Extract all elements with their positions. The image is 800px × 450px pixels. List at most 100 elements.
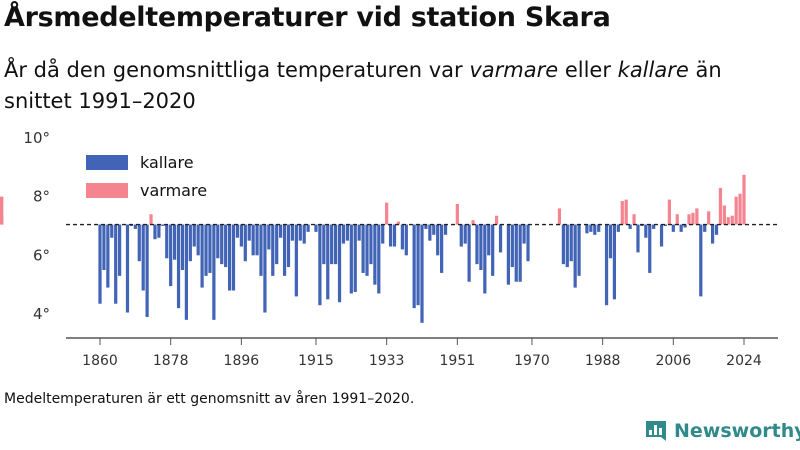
legend-label-varmare: varmare [140,181,207,200]
footnote: Medeltemperaturen är ett genomsnitt av å… [4,391,415,407]
x-tick-label: 1878 [153,353,189,369]
x-tick-label: 1988 [585,353,621,369]
bar-1959 [487,224,491,256]
bar-1885 [196,224,200,256]
bar-1893 [227,224,232,291]
page-title: Årsmedeltemperaturer vid station Skara [4,2,611,33]
bar-1946 [436,224,440,256]
bar-1904 [271,224,275,276]
bar-1923 [345,224,349,241]
y-tick-label: 4° [33,305,50,323]
bar-1942 [420,224,424,323]
bar-1986 [593,224,597,235]
bar-1961 [495,215,499,225]
bar-1922 [341,224,346,244]
bar-1877 [165,224,169,259]
bar-1993 [620,201,624,225]
bar-1896 [239,224,243,247]
x-tick-label: 1860 [82,353,118,369]
legend-label-kallare: kallare [140,153,194,172]
bar-1880 [176,224,181,309]
bar-1943 [424,224,428,229]
bar-1966 [514,224,518,282]
bar-1955 [471,220,475,225]
bar-1902 [263,224,267,313]
bar-1944 [428,224,432,241]
legend-swatch-varmare [86,183,128,198]
bar-2016 [710,224,715,244]
bar-2007 [675,214,679,225]
bar-1912 [302,224,306,244]
bar-1927 [361,224,365,273]
bar-2001 [652,224,656,229]
bar-1919 [330,224,334,265]
bar-1997 [636,224,640,253]
bar-1998 [640,224,644,226]
bar-2017 [714,224,719,235]
bar-1867 [125,224,130,313]
bar-1918 [326,224,330,300]
bar-1871 [141,224,145,291]
bar-1932 [381,224,385,244]
bar-1864 [114,224,118,304]
bar-1948 [443,224,448,235]
bar-2011 [691,212,695,225]
bar-1863 [110,224,114,238]
bar-1934 [388,224,393,247]
bar-1989 [604,224,609,306]
bar-1906 [279,224,283,238]
bar-2005 [667,199,671,225]
bar-1957 [479,224,483,270]
bar-1865 [118,224,122,276]
y-tick-label: 10° [23,129,50,147]
bar-1917 [322,224,326,265]
bar-1960 [491,224,495,276]
bar-1860 [98,224,102,304]
bar-1861 [102,224,106,270]
subtitle-part3: än snittet 1991–2020 [4,58,722,113]
bar-1930 [373,224,377,285]
bar-2023 [738,193,742,225]
bar-1900 [255,224,259,256]
x-tick-label: 1933 [369,353,405,369]
bar-1951 [455,204,459,225]
bar-undefined [0,196,4,225]
bar-1931 [377,224,381,294]
bar-1984 [585,224,589,234]
bar-1958 [483,224,487,294]
bar-1891 [220,224,224,265]
bar-1881 [180,224,185,270]
bar-1937 [400,224,404,250]
bar-1878 [169,224,173,287]
bar-2000 [648,224,652,273]
bar-1862 [106,224,110,288]
bar-1964 [506,224,510,285]
page-subtitle: År då den genomsnittliga temperaturen va… [4,55,784,117]
bar-1905 [275,224,279,265]
x-tick-label: 1896 [224,353,260,369]
bar-1981 [573,224,577,288]
bar-1895 [235,224,240,238]
bar-1940 [412,224,416,309]
bar-1898 [247,224,251,241]
bar-1889 [212,224,216,320]
bar-1928 [365,224,369,276]
bar-1965 [510,224,514,268]
bar-2022 [734,196,738,225]
bar-1884 [192,224,196,247]
bar-1979 [565,224,569,268]
bar-1890 [216,224,220,259]
bar-1916 [318,224,322,306]
y-tick-label: 8° [33,188,50,206]
bar-1911 [298,224,302,241]
bar-1907 [282,224,287,276]
bar-1999 [644,224,648,238]
bar-2020 [726,217,730,225]
bar-1962 [498,224,503,253]
bar-1924 [349,224,353,294]
temperature-bar-chart: 4° 6° 8° 10° 1860 1878 1896 1915 1933 1951 1970 198… [0,129,778,369]
bar-1995 [628,224,632,229]
bar-1915 [314,224,318,232]
bar-1987 [597,224,601,232]
x-tick-label: 2024 [726,353,762,369]
